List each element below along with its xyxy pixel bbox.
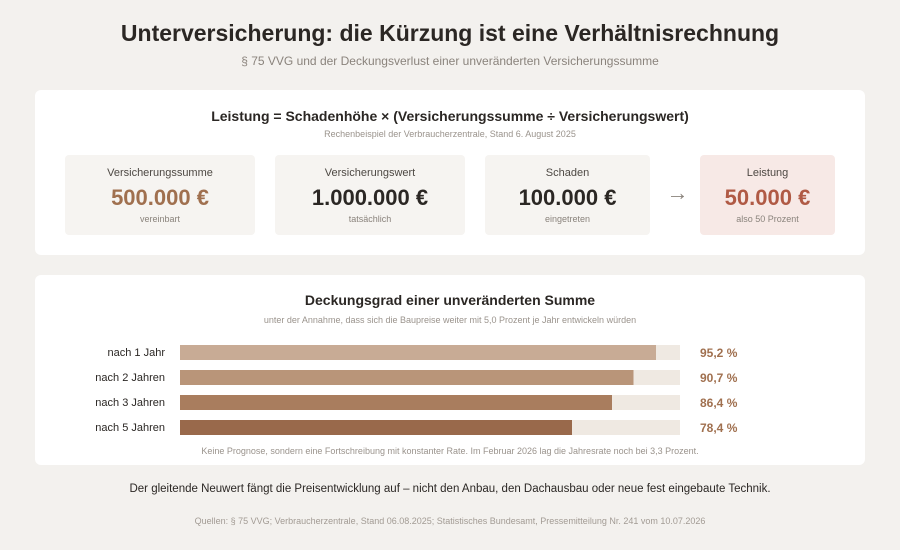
value-label: 78,4 %: [700, 421, 738, 435]
coverage-bar-chart: nach 1 Jahr 95,2 % nach 2 Jahren 90,7 % nach…: [95, 345, 738, 435]
value-label: 90,7 %: [700, 371, 738, 385]
chart-footnote: Keine Prognose, sondern eine Fortschreib…: [201, 446, 699, 456]
box-label: Leistung: [746, 167, 789, 179]
sum-insured-box: Versicherungssumme 500.000 € vereinbart: [65, 155, 255, 235]
box-note: eingetreten: [544, 214, 591, 224]
damage-box: Schaden 100.000 € eingetreten: [485, 155, 650, 235]
arrow-right-icon: →: [666, 180, 689, 205]
category-label: nach 1 Jahr: [108, 347, 166, 359]
value-label: 95,2 %: [700, 346, 738, 360]
coverage-bar: [180, 345, 656, 360]
box-value: 50.000 €: [724, 185, 811, 210]
category-label: nach 5 Jahren: [95, 422, 165, 434]
result-box: Leistung 50.000 € also 50 Prozent: [700, 155, 835, 235]
box-value: 500.000 €: [111, 185, 209, 210]
page-subtitle: § 75 VVG und der Deckungsverlust einer u…: [241, 54, 659, 68]
coverage-bar: [180, 370, 634, 385]
conclusion-text: Der gleitende Neuwert fängt die Preisent…: [129, 483, 771, 495]
box-value: 100.000 €: [518, 185, 617, 210]
box-note: also 50 Prozent: [736, 214, 799, 224]
chart-title: Deckungsgrad einer unveränderten Summe: [304, 292, 596, 308]
category-label: nach 3 Jahren: [95, 397, 165, 409]
box-value: 1.000.000 €: [311, 185, 429, 210]
formula-card: Leistung = Schadenhöhe × (Versicherungss…: [35, 90, 865, 255]
insured-value-box: Versicherungswert 1.000.000 € tatsächlic…: [275, 155, 465, 235]
value-label: 86,4 %: [700, 396, 738, 410]
coverage-bar: [180, 420, 572, 435]
page-title: Unterversicherung: die Kürzung ist eine …: [120, 20, 780, 46]
chart-subtitle: unter der Annahme, dass sich die Bauprei…: [263, 315, 637, 325]
formula-note: Rechenbeispiel der Verbraucherzentrale, …: [324, 129, 576, 139]
sources-text: Quellen: § 75 VVG; Verbraucherzentrale, …: [194, 516, 706, 526]
coverage-chart-card: Deckungsgrad einer unveränderten Summe u…: [35, 275, 865, 465]
box-label: Versicherungswert: [324, 167, 416, 179]
box-note: vereinbart: [139, 214, 181, 224]
box-note: tatsächlich: [348, 214, 392, 224]
box-label: Versicherungssumme: [107, 167, 213, 179]
coverage-bar: [180, 395, 612, 410]
formula-text: Leistung = Schadenhöhe × (Versicherungss…: [211, 108, 689, 124]
category-label: nach 2 Jahren: [95, 372, 165, 384]
box-label: Schaden: [545, 167, 590, 179]
